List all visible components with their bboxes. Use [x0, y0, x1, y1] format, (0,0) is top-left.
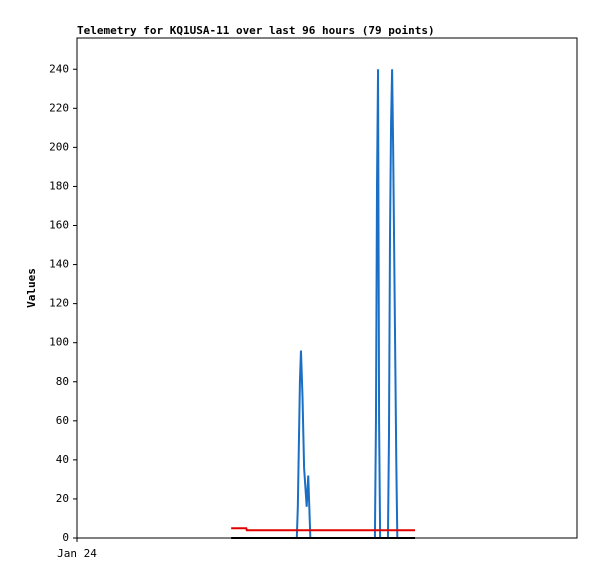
x-tick-label: Jan 24 — [57, 547, 97, 560]
y-tick-label: 80 — [56, 375, 69, 388]
y-tick-label: 120 — [49, 297, 69, 310]
y-tick-label: 60 — [56, 414, 69, 427]
plot-frame — [76, 37, 578, 539]
y-tick-label: 40 — [56, 453, 69, 466]
y-tick-label: 140 — [49, 258, 69, 271]
y-tick-label: 20 — [56, 492, 69, 505]
chart-title: Telemetry for KQ1USA-11 over last 96 hou… — [77, 24, 435, 37]
y-tick-label: 0 — [62, 531, 69, 544]
series-line — [231, 69, 416, 539]
y-tick-label: 200 — [49, 140, 69, 153]
series-line — [231, 527, 416, 532]
y-tick-label: 180 — [49, 179, 69, 192]
y-tick-label: 160 — [49, 219, 69, 232]
y-tick-label: 220 — [49, 101, 69, 114]
y-tick-label: 100 — [49, 336, 69, 349]
y-axis-label: Values — [25, 268, 38, 308]
y-tick-label: 240 — [49, 62, 69, 75]
